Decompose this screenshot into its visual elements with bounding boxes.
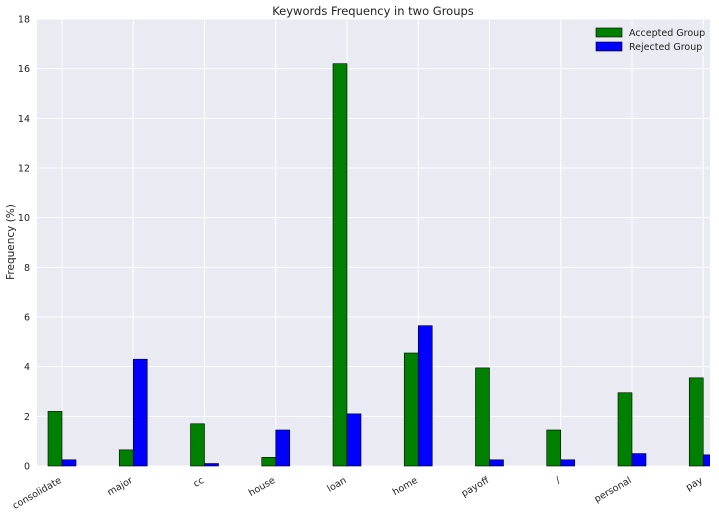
x-tick-label: pay — [684, 475, 705, 493]
x-tick-label: loan — [325, 475, 348, 495]
x-tick-label: cc — [191, 475, 206, 490]
bar-rejected — [489, 459, 504, 467]
bar-accepted — [47, 411, 63, 467]
legend-label: Accepted Group — [629, 28, 705, 39]
plot-clip — [710, 0, 719, 467]
bar-rejected — [132, 358, 148, 467]
y-tick-label: 2 — [24, 412, 30, 423]
bar-rejected — [204, 463, 219, 467]
bar-accepted — [261, 457, 277, 467]
legend: Accepted Group Rejected Group — [595, 27, 705, 53]
bar-accepted — [190, 423, 205, 467]
chart-title: Keywords Frequency in two Groups — [272, 4, 474, 18]
bar-accepted — [403, 352, 419, 467]
x-tick-label: house — [247, 475, 277, 499]
bar-accepted — [118, 449, 134, 467]
x-tick-label: personal — [592, 475, 633, 505]
y-tick-label: 6 — [24, 313, 30, 324]
legend-swatch — [595, 27, 623, 38]
y-tick-label: 14 — [18, 114, 30, 125]
bar-rejected — [346, 413, 362, 467]
x-tick-label: consolidate — [11, 475, 64, 512]
y-axis-label: Frequency (%) — [5, 204, 17, 280]
bar-accepted — [546, 429, 562, 467]
y-tick-label: 8 — [24, 263, 30, 274]
bar-rejected — [275, 429, 291, 467]
y-tick-label: 12 — [18, 164, 30, 175]
y-tick-label: 18 — [18, 15, 30, 26]
bar-rejected — [631, 453, 647, 467]
x-tick-label: major — [105, 475, 134, 498]
bars — [47, 0, 719, 467]
bar-rejected — [417, 325, 433, 467]
y-tick-label: 4 — [24, 362, 30, 373]
y-axis-ticks: 0 2 4 6 8 10 12 14 16 18 — [18, 15, 30, 473]
bar-accepted — [688, 377, 704, 467]
x-tick-label: payoff — [460, 475, 492, 500]
legend-label: Rejected Group — [629, 42, 702, 53]
x-tick-label: home — [391, 475, 420, 498]
bar-rejected — [560, 459, 576, 467]
y-tick-label: 0 — [24, 462, 30, 473]
bar-accepted — [617, 392, 633, 467]
x-axis-ticks: consolidate major cc house loan home payoff / pe… — [11, 475, 705, 512]
x-tick-label: / — [554, 475, 563, 487]
y-tick-label: 10 — [18, 213, 30, 224]
y-tick-label: 16 — [18, 64, 30, 75]
bar-accepted — [475, 367, 490, 467]
bar-accepted — [332, 63, 348, 467]
plot-area — [37, 19, 710, 466]
legend-swatch — [595, 41, 623, 52]
bar-rejected — [61, 459, 77, 467]
